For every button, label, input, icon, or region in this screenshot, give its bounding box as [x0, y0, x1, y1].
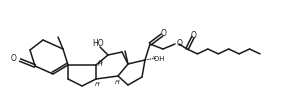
Text: 'OH: 'OH [152, 56, 164, 61]
Text: O: O [177, 39, 183, 48]
Text: HO: HO [92, 38, 104, 47]
Text: Ḧ: Ḧ [115, 79, 119, 84]
Text: O: O [191, 30, 197, 39]
Text: O: O [161, 28, 167, 37]
Text: O: O [11, 54, 17, 63]
Text: Ḧ: Ḧ [95, 81, 99, 86]
Text: H: H [98, 61, 103, 66]
Text: H: H [98, 60, 103, 65]
